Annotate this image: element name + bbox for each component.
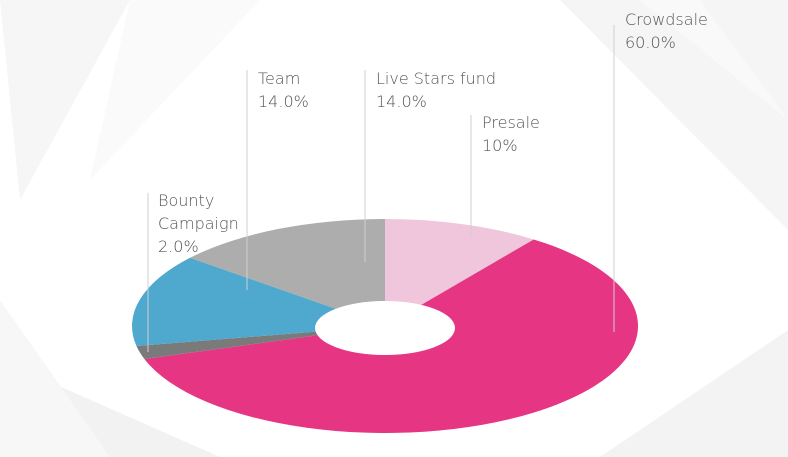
label-presale-value: 10% [482, 136, 518, 155]
label-live-stars-fund: Live Stars fund 14.0% [376, 67, 496, 113]
label-presale: Presale 10% [482, 111, 540, 157]
label-crowdsale-title: Crowdsale [625, 10, 708, 29]
label-bounty-campaign-value: 2.0% [158, 237, 199, 256]
label-presale-title: Presale [482, 113, 540, 132]
pie-slice-presale [385, 219, 534, 326]
pie-slice-live-stars-fund [190, 219, 385, 326]
label-live-stars-fund-title: Live Stars fund [376, 69, 497, 88]
label-team-value: 14.0% [258, 92, 309, 111]
label-crowdsale: Crowdsale 60.0% [625, 8, 708, 54]
label-live-stars-fund-value: 14.0% [376, 92, 427, 111]
label-crowdsale-value: 60.0% [625, 33, 676, 52]
label-bounty-campaign-title: Bounty Campaign [158, 191, 239, 233]
label-team: Team 14.0% [258, 67, 309, 113]
donut-hole [315, 301, 455, 355]
label-bounty-campaign: Bounty Campaign 2.0% [158, 189, 239, 258]
label-team-title: Team [258, 69, 301, 88]
